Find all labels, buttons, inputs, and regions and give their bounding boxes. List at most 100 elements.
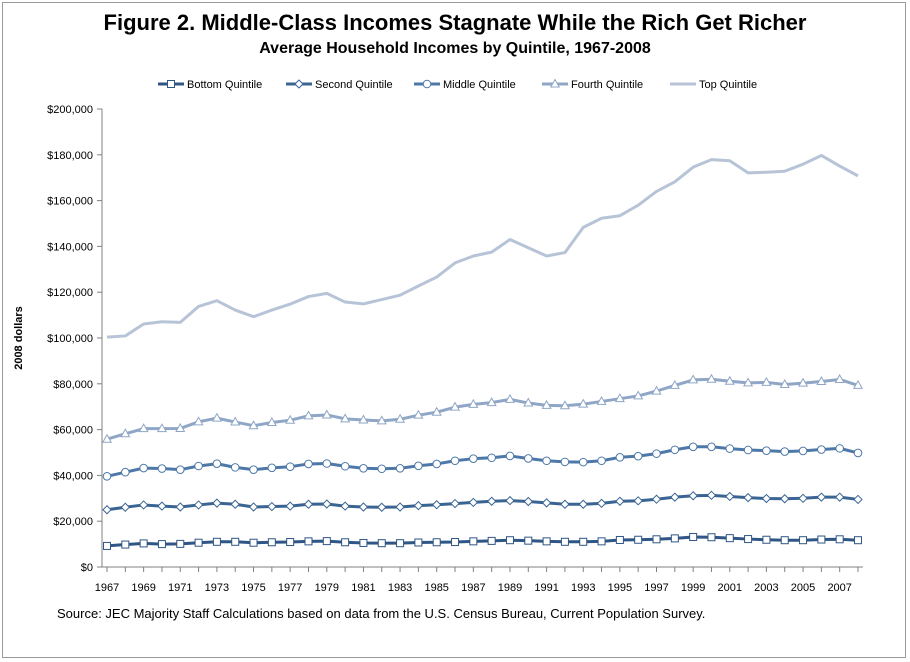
legend-marker bbox=[294, 79, 304, 89]
x-tick-label: 2003 bbox=[754, 582, 778, 594]
data-point bbox=[395, 413, 406, 423]
data-point bbox=[230, 416, 241, 426]
data-point bbox=[285, 414, 296, 424]
data-point bbox=[212, 498, 222, 508]
data-point bbox=[176, 539, 185, 548]
data-point bbox=[157, 540, 166, 549]
data-point bbox=[377, 464, 387, 474]
data-point bbox=[211, 412, 222, 422]
data-point bbox=[156, 423, 168, 433]
x-tick-label: 1981 bbox=[351, 582, 375, 594]
x-tick-label: 2007 bbox=[827, 582, 851, 594]
data-point bbox=[212, 537, 221, 546]
data-point bbox=[304, 459, 313, 469]
chart-title: Figure 2. Middle-Class Incomes Stagnate … bbox=[103, 10, 807, 35]
data-point bbox=[834, 373, 845, 383]
data-point bbox=[578, 398, 589, 408]
data-point bbox=[835, 444, 844, 453]
data-point bbox=[762, 535, 771, 544]
data-point bbox=[414, 538, 423, 547]
data-point bbox=[798, 493, 808, 504]
x-tick-label: 1997 bbox=[644, 582, 668, 594]
data-point bbox=[340, 413, 351, 423]
data-point bbox=[359, 538, 368, 547]
data-point bbox=[322, 537, 331, 546]
y-tick-label: $100,000 bbox=[47, 333, 93, 345]
x-tick-label: 2005 bbox=[791, 582, 815, 594]
x-tick-label: 1967 bbox=[95, 582, 119, 594]
x-tick-label: 1995 bbox=[608, 582, 632, 594]
data-point bbox=[285, 501, 295, 511]
x-tick-label: 1987 bbox=[461, 582, 485, 594]
legend-item: Middle Quintile bbox=[414, 79, 516, 91]
data-point bbox=[321, 409, 332, 419]
data-point bbox=[212, 459, 222, 469]
data-point bbox=[817, 445, 826, 454]
data-point bbox=[725, 491, 735, 502]
data-point bbox=[377, 502, 387, 512]
data-point bbox=[559, 400, 570, 410]
data-point bbox=[634, 535, 643, 544]
data-point bbox=[761, 493, 772, 504]
data-point bbox=[322, 459, 332, 468]
data-point bbox=[633, 451, 643, 461]
data-point bbox=[377, 539, 386, 548]
data-point bbox=[469, 454, 478, 463]
data-point bbox=[689, 533, 698, 542]
series-line bbox=[106, 377, 859, 441]
x-tick-label: 1973 bbox=[205, 582, 229, 594]
data-point bbox=[597, 537, 606, 546]
series-fourth-quintile bbox=[101, 373, 864, 443]
data-point bbox=[780, 536, 789, 545]
data-point bbox=[651, 494, 662, 504]
data-point bbox=[505, 451, 515, 461]
x-tick-label: 1971 bbox=[168, 582, 192, 594]
data-point bbox=[249, 538, 258, 547]
data-point bbox=[854, 536, 862, 545]
data-point bbox=[395, 464, 405, 473]
data-point bbox=[450, 498, 460, 509]
chart-axes: $0 $20,000 $40,000 $60,000 $80,000 $100,000 $1… bbox=[13, 104, 863, 594]
data-point bbox=[358, 414, 369, 424]
data-point bbox=[395, 502, 405, 512]
chart-subtitle: Average Household Incomes by Quintile, 1… bbox=[259, 40, 651, 57]
data-point bbox=[396, 539, 405, 548]
data-point bbox=[359, 464, 368, 473]
data-point bbox=[707, 533, 716, 542]
data-point bbox=[285, 462, 295, 471]
data-point bbox=[194, 461, 203, 471]
legend-label: Fourth Quintile bbox=[571, 79, 643, 91]
data-point bbox=[706, 373, 717, 383]
data-point bbox=[560, 499, 570, 509]
x-tick-label: 1975 bbox=[241, 582, 265, 594]
data-point bbox=[194, 538, 203, 547]
data-point bbox=[120, 502, 131, 512]
data-point bbox=[744, 535, 753, 544]
data-point bbox=[743, 492, 753, 503]
data-point bbox=[157, 501, 167, 511]
x-tick-label: 1977 bbox=[278, 582, 302, 594]
data-point bbox=[304, 537, 313, 546]
data-point bbox=[780, 494, 790, 504]
data-point bbox=[431, 406, 442, 416]
data-point bbox=[688, 374, 699, 384]
data-point bbox=[762, 446, 771, 455]
data-point bbox=[449, 401, 461, 411]
x-tick-label: 1969 bbox=[131, 582, 155, 594]
data-point bbox=[175, 422, 186, 432]
data-point bbox=[523, 496, 533, 507]
data-point bbox=[248, 502, 259, 512]
legend-marker bbox=[422, 79, 432, 89]
y-tick-label: $180,000 bbox=[47, 150, 93, 162]
data-point bbox=[652, 535, 661, 544]
legend-label: Middle Quintile bbox=[443, 79, 516, 91]
legend-marker bbox=[549, 78, 561, 88]
data-point bbox=[193, 500, 204, 510]
data-point bbox=[486, 496, 497, 506]
y-tick-label: $0 bbox=[81, 562, 93, 574]
data-point bbox=[688, 491, 698, 501]
data-point bbox=[138, 423, 149, 433]
y-tick-label: $40,000 bbox=[53, 470, 93, 482]
x-tick-label: 1989 bbox=[498, 582, 522, 594]
data-point bbox=[504, 393, 516, 403]
